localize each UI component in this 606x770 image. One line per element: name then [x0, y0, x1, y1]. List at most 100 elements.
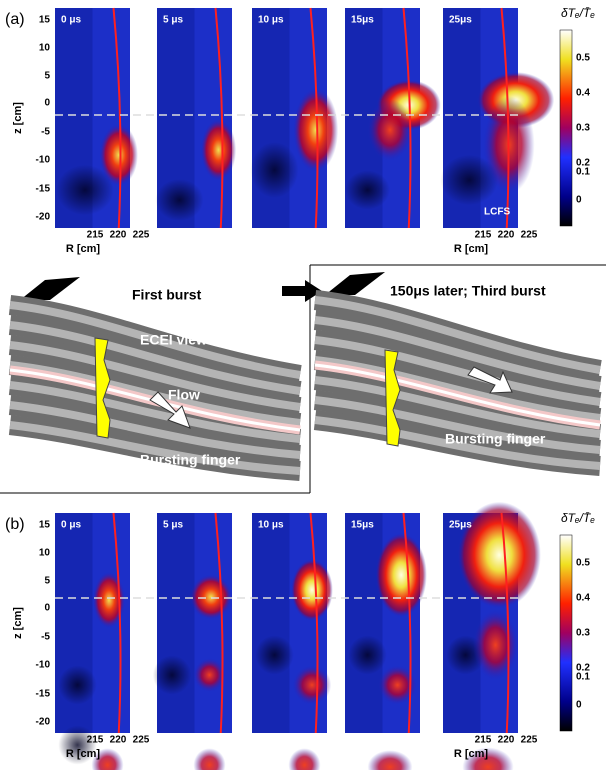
- colorbar-tick-label: 0.5: [576, 53, 590, 64]
- blob: [473, 610, 518, 680]
- z-tick-label: -10: [36, 660, 51, 671]
- r-tick-label: 220: [110, 230, 127, 241]
- r-tick-label: 215: [475, 735, 492, 746]
- r-axis-label: R [cm]: [454, 748, 489, 760]
- tube-highlight: [314, 396, 601, 454]
- blob: [293, 88, 339, 172]
- r-tick-label: 220: [498, 735, 515, 746]
- tube-top: [325, 272, 385, 295]
- ecei-view: [94, 337, 111, 439]
- r-tick-label: 215: [87, 230, 104, 241]
- illustration-label: First burst: [132, 287, 202, 303]
- finger-core: [314, 363, 601, 427]
- panel-label: (a): [5, 11, 25, 28]
- r-tick-label: 215: [475, 230, 492, 241]
- colorbar-tick-label: 0.1: [576, 167, 590, 178]
- tube-highlight: [314, 296, 601, 374]
- flow-arrow: [149, 391, 191, 429]
- heatmap: [440, 7, 555, 229]
- z-tick-label: 5: [44, 576, 50, 587]
- blob: [462, 747, 514, 770]
- blob: [378, 665, 417, 705]
- frame-time: 10 μs: [258, 520, 284, 531]
- tube-highlight: [314, 336, 601, 406]
- colorbar-tick-label: 0.2: [576, 663, 590, 674]
- tube-highlight: [314, 316, 601, 390]
- tube-highlight: [9, 321, 301, 395]
- colorbar-tick-label: 0.1: [576, 672, 590, 683]
- r-axis-label: R [cm]: [66, 748, 101, 760]
- colorbar-tick-label: 0: [576, 700, 582, 711]
- r-axis-label: R [cm]: [66, 243, 101, 255]
- blob: [56, 164, 114, 216]
- colorbar-tick-label: 0.4: [576, 88, 590, 99]
- lcfs-line: [112, 7, 122, 229]
- colorbar-label: δTₑ/T̄ₑ: [561, 511, 595, 525]
- arrow: [282, 280, 322, 302]
- z-tick-label: 5: [44, 71, 50, 82]
- blob: [291, 559, 333, 621]
- heatmap-shade: [252, 513, 290, 733]
- frame-time: 0 μs: [61, 15, 81, 26]
- tube-highlight: [9, 341, 301, 411]
- blob: [190, 574, 232, 620]
- frame-time: 15μs: [351, 520, 374, 531]
- z-tick-label: 10: [39, 548, 51, 559]
- z-tick-label: -15: [36, 184, 51, 195]
- tube-highlight: [9, 381, 301, 443]
- heatmap-shade: [345, 513, 383, 733]
- colorbar-tick-label: 0.5: [576, 558, 590, 569]
- lcfs-line: [309, 512, 319, 734]
- frame-time: 15μs: [351, 15, 374, 26]
- blob: [457, 501, 541, 609]
- ecei-view: [384, 349, 401, 447]
- z-tick-label: 0: [44, 603, 50, 614]
- illustration-label: Bursting finger: [445, 431, 546, 447]
- z-tick-label: 15: [39, 520, 51, 531]
- tube-highlight: [9, 301, 301, 379]
- lcfs-line: [402, 7, 412, 229]
- blob: [193, 658, 226, 692]
- z-tick-label: -5: [41, 127, 50, 138]
- finger-core: [9, 368, 301, 432]
- heatmap: [443, 501, 541, 770]
- r-tick-label: 225: [521, 230, 538, 241]
- r-tick-label: 225: [521, 735, 538, 746]
- colorbar: [559, 534, 573, 732]
- heatmap: [252, 512, 333, 770]
- heatmap: [250, 7, 339, 229]
- blob: [155, 179, 204, 221]
- lcfs-line: [214, 7, 224, 229]
- lcfs-line: [500, 512, 510, 734]
- blob: [292, 665, 332, 705]
- colorbar-tick-label: 0.4: [576, 593, 590, 604]
- blob: [288, 748, 321, 770]
- tube-highlight: [314, 416, 601, 470]
- lcfs-line: [500, 7, 510, 229]
- blob: [345, 170, 390, 210]
- heatmap: [345, 512, 427, 770]
- colorbar: [559, 29, 573, 227]
- blob: [93, 572, 125, 628]
- blob: [367, 99, 413, 161]
- flow-arrow: [467, 366, 513, 394]
- blob: [348, 635, 387, 675]
- colorbar-tick-label: 0.3: [576, 123, 590, 134]
- frame-time: 10 μs: [258, 15, 284, 26]
- z-axis-label: z [cm]: [12, 607, 24, 639]
- heatmap: [55, 7, 138, 229]
- tube-highlight: [9, 401, 301, 459]
- z-axis-label: z [cm]: [12, 102, 24, 134]
- lcfs-line: [112, 512, 122, 734]
- tube-highlight: [314, 376, 601, 438]
- r-tick-label: 225: [133, 230, 150, 241]
- tube-highlight: [9, 421, 301, 475]
- blob: [99, 124, 138, 186]
- frame-time: 25μs: [449, 15, 472, 26]
- tube-highlight: [314, 356, 601, 422]
- panel-label: (b): [5, 516, 25, 533]
- lcfs-label: LCFS: [484, 207, 510, 218]
- illustration-label: Flow: [168, 387, 200, 403]
- r-tick-label: 220: [110, 735, 127, 746]
